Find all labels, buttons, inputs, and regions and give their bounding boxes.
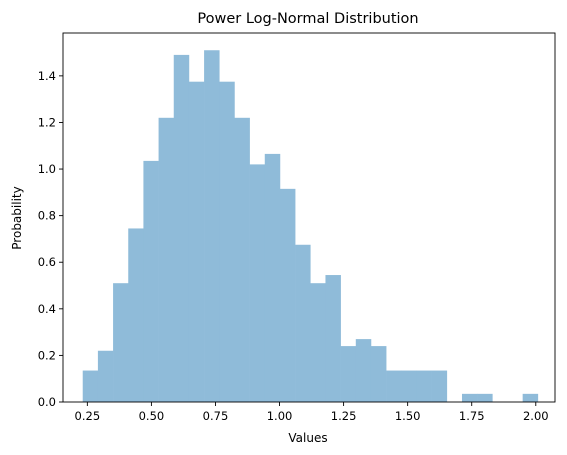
histogram-bar	[97, 350, 114, 402]
histogram-bar	[370, 346, 387, 402]
histogram-bar	[249, 164, 266, 402]
histogram-bar	[234, 117, 250, 402]
y-tick-label: 1.0	[38, 162, 56, 176]
histogram-bar	[82, 370, 99, 402]
histogram-bar	[416, 370, 432, 402]
y-tick-label: 0.0	[38, 395, 56, 409]
histogram-bar	[386, 370, 402, 402]
histogram-bar	[188, 81, 205, 402]
bars-group	[82, 50, 539, 402]
histogram-bar	[279, 188, 296, 402]
histogram-bar	[264, 153, 281, 402]
histogram-bar	[143, 160, 159, 402]
x-tick-label: 1.25	[331, 409, 357, 423]
histogram-bar	[401, 370, 417, 402]
plot-frame	[62, 32, 556, 403]
x-tick-label: 0.75	[203, 409, 229, 423]
histogram-bar	[128, 228, 144, 402]
x-tick-label: 1.75	[459, 409, 485, 423]
histogram-bar	[477, 393, 493, 402]
histogram-bar	[340, 346, 357, 402]
x-tick-label: 0.50	[139, 409, 165, 423]
x-axis-ticks: 0.25 0.50 0.75 1.00 1.25 1.50 1.75 2.00	[75, 402, 549, 423]
x-tick-label: 0.25	[75, 409, 101, 423]
histogram-bar	[522, 393, 539, 402]
histogram-bar	[113, 283, 129, 402]
histogram-bar	[325, 275, 341, 402]
histogram-bar	[204, 50, 220, 402]
y-tick-label: 1.2	[38, 115, 56, 129]
y-tick-label: 0.6	[38, 255, 56, 269]
histogram-bar	[355, 339, 372, 402]
x-tick-label: 2.00	[523, 409, 549, 423]
y-tick-label: 1.4	[38, 69, 56, 83]
chart-title: Power Log-Normal Distribution	[197, 11, 418, 27]
x-axis-label: Values	[288, 431, 327, 445]
y-axis-ticks: 0.0 0.2 0.4 0.6 0.8 1.0 1.2 1.4	[38, 69, 63, 409]
histogram-bar	[158, 117, 175, 402]
y-tick-label: 0.2	[38, 348, 56, 362]
histogram-bar	[295, 244, 311, 402]
histogram-bar	[219, 81, 235, 402]
y-tick-label: 0.4	[38, 302, 56, 316]
histogram-bar	[431, 370, 448, 402]
x-tick-label: 1.50	[395, 409, 421, 423]
x-tick-label: 1.00	[267, 409, 293, 423]
y-tick-label: 0.8	[38, 209, 56, 223]
histogram-bar	[173, 54, 190, 402]
histogram-bar	[461, 393, 478, 402]
y-axis-label: Probability	[10, 186, 24, 249]
histogram-bar	[310, 283, 326, 402]
